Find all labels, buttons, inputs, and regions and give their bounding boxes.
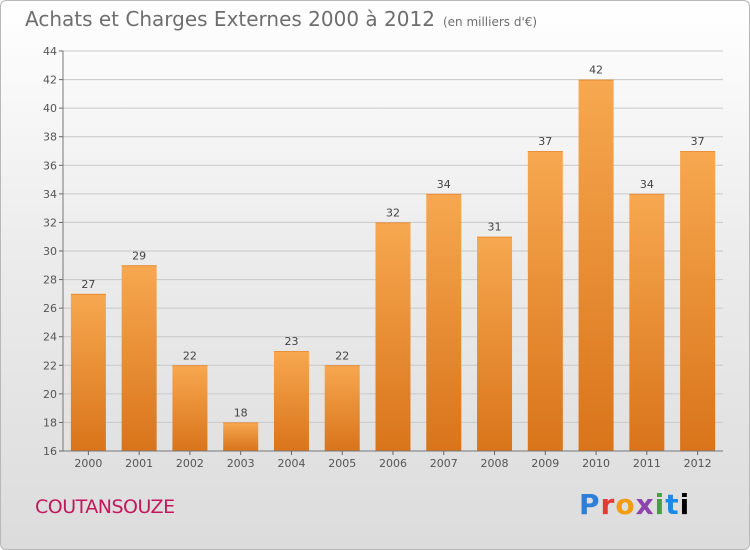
bar <box>578 79 614 452</box>
bar <box>172 365 208 451</box>
y-tick-label: 20 <box>43 388 57 401</box>
bar <box>70 293 106 451</box>
data-label: 22 <box>183 349 197 362</box>
x-tick-label: 2009 <box>531 457 559 470</box>
data-label: 34 <box>437 178 451 191</box>
y-tick-label: 22 <box>43 359 57 372</box>
y-tick-label: 32 <box>43 216 57 229</box>
y-tick-label: 30 <box>43 245 57 258</box>
bar <box>527 151 563 451</box>
bar <box>223 422 259 451</box>
bar <box>629 193 665 451</box>
y-tick-label: 40 <box>43 102 57 115</box>
data-label: 42 <box>589 64 603 77</box>
bars: 27 29 22 18 23 22 32 34 31 37 42 34 37 <box>70 64 716 452</box>
y-tick-label: 42 <box>43 74 57 87</box>
axes: 16 18 20 22 24 26 28 30 32 34 36 38 40 42 44 2000 2001 20… <box>43 45 723 470</box>
x-tick-label: 2000 <box>74 457 102 470</box>
data-label: 23 <box>284 335 298 348</box>
x-tick-label: 2002 <box>176 457 204 470</box>
y-tick-label: 34 <box>43 188 57 201</box>
y-tick-label: 44 <box>43 45 57 58</box>
x-tick-label: 2010 <box>582 457 610 470</box>
x-tick-label: 2001 <box>125 457 153 470</box>
y-tick-label: 38 <box>43 131 57 144</box>
city-name: COUTANSOUZE <box>35 496 175 518</box>
bar <box>273 351 309 451</box>
bar <box>324 365 360 451</box>
x-tick-label: 2004 <box>277 457 305 470</box>
x-tick-label: 2012 <box>684 457 712 470</box>
data-label: 37 <box>691 135 705 148</box>
y-tick-label: 24 <box>43 331 57 344</box>
bar <box>121 265 157 451</box>
data-label: 27 <box>81 278 95 291</box>
data-label: 22 <box>335 349 349 362</box>
x-tick-label: 2007 <box>430 457 458 470</box>
data-label: 34 <box>640 178 654 191</box>
data-label: 31 <box>488 221 502 234</box>
bar <box>426 193 462 451</box>
unit-label: (en milliers d'€) <box>442 15 538 29</box>
y-tick-label: 16 <box>43 445 57 458</box>
bar <box>680 151 716 451</box>
data-label: 29 <box>132 249 146 262</box>
data-label: 37 <box>538 135 552 148</box>
title-text: Achats et Charges Externes 2000 à 2012 <box>25 7 435 31</box>
bar <box>477 236 513 451</box>
data-label: 32 <box>386 206 400 219</box>
bar <box>375 222 411 451</box>
y-tick-label: 18 <box>43 416 57 429</box>
proxiti-logo: Proxiti <box>579 488 691 521</box>
x-tick-label: 2003 <box>227 457 255 470</box>
y-tick-label: 28 <box>43 274 57 287</box>
y-tick-label: 36 <box>43 159 57 172</box>
data-label: 18 <box>234 406 248 419</box>
y-tick-label: 26 <box>43 302 57 315</box>
x-tick-label: 2008 <box>481 457 509 470</box>
x-tick-label: 2006 <box>379 457 407 470</box>
chart-title: Achats et Charges Externes 2000 à 2012 (e… <box>25 7 537 31</box>
x-tick-label: 2005 <box>328 457 356 470</box>
x-tick-label: 2011 <box>633 457 661 470</box>
